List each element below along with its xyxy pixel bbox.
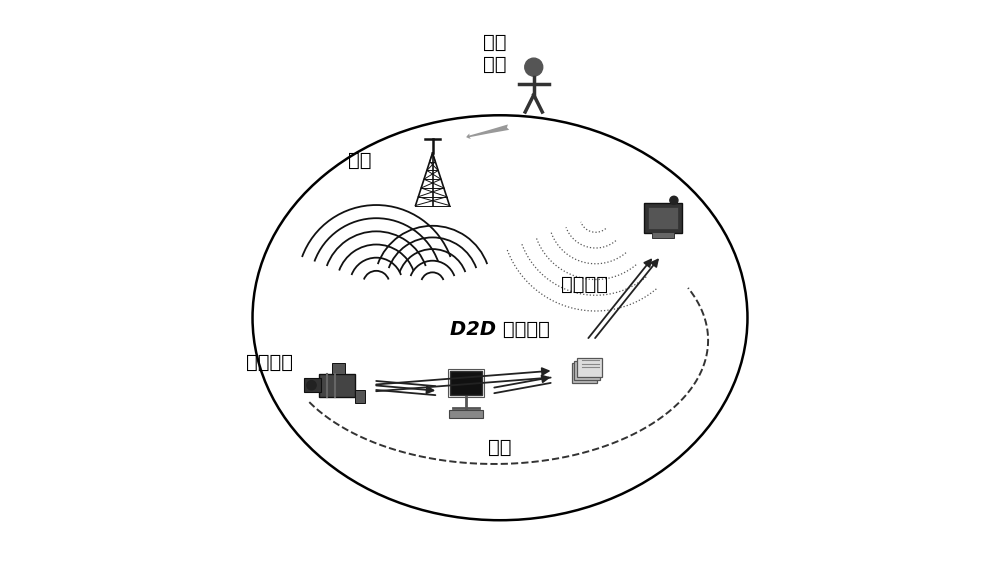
Text: D2D 多跳通信: D2D 多跳通信	[450, 319, 550, 339]
FancyBboxPatch shape	[644, 203, 682, 233]
FancyBboxPatch shape	[574, 361, 600, 380]
Circle shape	[307, 381, 316, 390]
Text: 路由: 路由	[488, 437, 512, 457]
FancyBboxPatch shape	[332, 364, 345, 374]
Circle shape	[670, 197, 678, 204]
FancyBboxPatch shape	[450, 371, 482, 395]
Text: 基站: 基站	[348, 151, 371, 170]
Circle shape	[525, 58, 543, 76]
FancyBboxPatch shape	[577, 358, 602, 377]
Text: 设备节点: 设备节点	[246, 353, 293, 372]
FancyBboxPatch shape	[652, 232, 674, 238]
FancyBboxPatch shape	[648, 207, 678, 229]
FancyBboxPatch shape	[304, 378, 321, 392]
Text: 交叉干扰: 交叉干扰	[561, 274, 608, 294]
FancyBboxPatch shape	[449, 411, 483, 418]
Text: 蜂窝
用户: 蜂窝 用户	[483, 33, 506, 74]
FancyBboxPatch shape	[572, 364, 597, 382]
FancyBboxPatch shape	[355, 390, 365, 403]
FancyBboxPatch shape	[319, 374, 355, 397]
